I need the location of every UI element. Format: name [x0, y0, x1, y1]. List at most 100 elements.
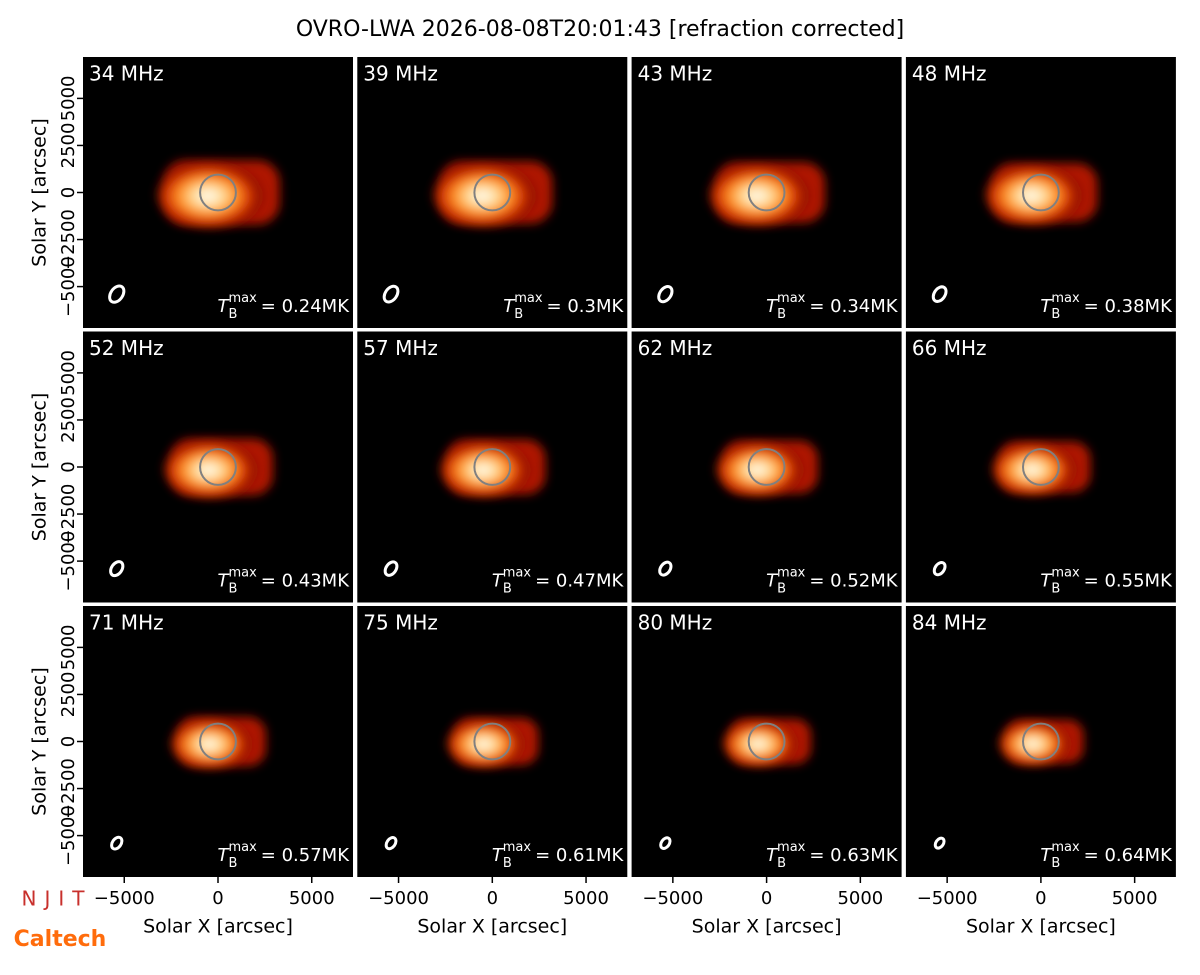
solar-disk	[747, 448, 786, 486]
frequency-label: 34 MHz	[89, 62, 164, 86]
y-tick-label: 5000	[58, 350, 79, 396]
x-tick-label: 5000	[289, 888, 335, 909]
solar-disk	[473, 448, 512, 486]
x-tick-label: 5000	[1112, 888, 1158, 909]
emission	[983, 159, 1090, 226]
y-tick-label: 2500	[58, 397, 79, 443]
panel: 34 MHz TBmax = 0.24MK	[83, 57, 353, 328]
solar-disk	[747, 722, 786, 761]
tb-max-label: TBmax = 0.55MK	[1040, 566, 1173, 597]
tb-sub: B	[514, 307, 523, 322]
panel: 48 MHz TBmax = 0.38MK	[905, 57, 1176, 328]
frequency-label: 84 MHz	[912, 611, 987, 635]
tb-sup: max	[777, 840, 806, 855]
panel: 75 MHz TBmax = 0.61MK	[357, 606, 628, 877]
tb-value: = 0.52MK	[809, 571, 898, 592]
tb-value: = 0.38MK	[1084, 296, 1173, 317]
tb-value: = 0.47MK	[535, 571, 624, 592]
frequency-label: 80 MHz	[638, 611, 713, 635]
x-tick-label: −5000	[368, 888, 429, 909]
y-tick-label: 2500	[58, 672, 79, 718]
panel: 62 MHz TBmax = 0.52MK	[631, 331, 902, 603]
tb-sub: B	[229, 856, 238, 871]
tb-symbol: T	[503, 296, 516, 317]
emission	[438, 436, 538, 498]
tb-sub: B	[229, 582, 238, 597]
tb-symbol: T	[1040, 571, 1053, 592]
panel: 43 MHz TBmax = 0.34MK	[631, 57, 902, 328]
tb-sub: B	[503, 856, 512, 871]
beam	[933, 836, 946, 850]
panel: 39 MHz TBmax = 0.3MK	[357, 57, 628, 328]
y-tick-label: −2500	[58, 758, 79, 819]
tb-symbol: T	[218, 845, 231, 866]
beam	[384, 836, 398, 851]
tb-sub: B	[229, 307, 238, 322]
tb-symbol: T	[492, 845, 505, 866]
tb-max-label: TBmax = 0.38MK	[1040, 291, 1173, 322]
y-tick-label: 5000	[58, 624, 79, 670]
x-tick-label: 5000	[563, 888, 609, 909]
beam	[109, 560, 125, 578]
emission	[997, 717, 1076, 766]
x-tick-label: 0	[212, 888, 223, 909]
frequency-label: 62 MHz	[638, 336, 713, 360]
panel: 84 MHz TBmax = 0.64MK	[905, 606, 1176, 877]
tb-sup: max	[1051, 291, 1080, 306]
frequency-label: 57 MHz	[363, 336, 438, 360]
emission	[431, 157, 545, 228]
logo-njit: NJIT	[22, 887, 93, 911]
panel: 57 MHz TBmax = 0.47MK	[357, 331, 628, 603]
solar-disk	[199, 722, 237, 761]
tb-value: = 0.64MK	[1084, 845, 1173, 866]
tb-sub: B	[777, 307, 786, 322]
tb-symbol: T	[766, 571, 779, 592]
beam	[931, 285, 948, 303]
x-tick-label: 0	[761, 888, 772, 909]
tb-symbol: T	[492, 571, 505, 592]
solar-disk	[473, 722, 512, 761]
tb-max-label: TBmax = 0.24MK	[218, 291, 351, 322]
emission	[169, 714, 258, 769]
tb-max-label: TBmax = 0.57MK	[218, 840, 351, 871]
y-tick-label: 2500	[58, 123, 79, 169]
y-axis-label: Solar Y [arcsec]	[29, 667, 51, 815]
x-tick-label: −5000	[917, 888, 978, 909]
x-axis-label: Solar X [arcsec]	[692, 916, 842, 938]
beam	[658, 560, 673, 577]
frequency-label: 43 MHz	[638, 62, 713, 86]
tb-value: = 0.61MK	[535, 845, 624, 866]
beam	[383, 560, 399, 577]
tb-sup: max	[777, 291, 806, 306]
y-tick-label: 0	[58, 461, 79, 472]
tb-sub: B	[1051, 582, 1060, 597]
solar-disk	[1022, 448, 1060, 486]
tb-sub: B	[777, 582, 786, 597]
tb-max-label: TBmax = 0.43MK	[218, 566, 351, 597]
x-axis-label: Solar X [arcsec]	[143, 916, 293, 938]
tb-value: = 0.24MK	[261, 296, 350, 317]
beam	[382, 284, 400, 304]
y-axis-label: Solar Y [arcsec]	[29, 118, 51, 266]
panel: 52 MHz TBmax = 0.43MK	[83, 331, 353, 603]
frequency-label: 39 MHz	[363, 62, 438, 86]
solar-disk	[199, 173, 237, 212]
solar-disk	[1022, 173, 1060, 212]
frequency-label: 66 MHz	[912, 336, 987, 360]
emission	[714, 437, 810, 497]
x-tick-label: 0	[487, 888, 498, 909]
tb-max-label: TBmax = 0.3MK	[503, 291, 624, 322]
beam	[108, 284, 126, 304]
tb-sub: B	[777, 856, 786, 871]
tb-symbol: T	[766, 845, 779, 866]
tb-sup: max	[514, 291, 543, 306]
solar-disk	[473, 173, 512, 212]
x-axis-label: Solar X [arcsec]	[417, 916, 567, 938]
frequency-label: 75 MHz	[363, 611, 438, 635]
tb-symbol: T	[766, 296, 779, 317]
beam	[110, 835, 124, 851]
y-tick-label: −2500	[58, 209, 79, 270]
logo-caltech: Caltech	[14, 927, 107, 952]
tb-sup: max	[228, 566, 257, 581]
